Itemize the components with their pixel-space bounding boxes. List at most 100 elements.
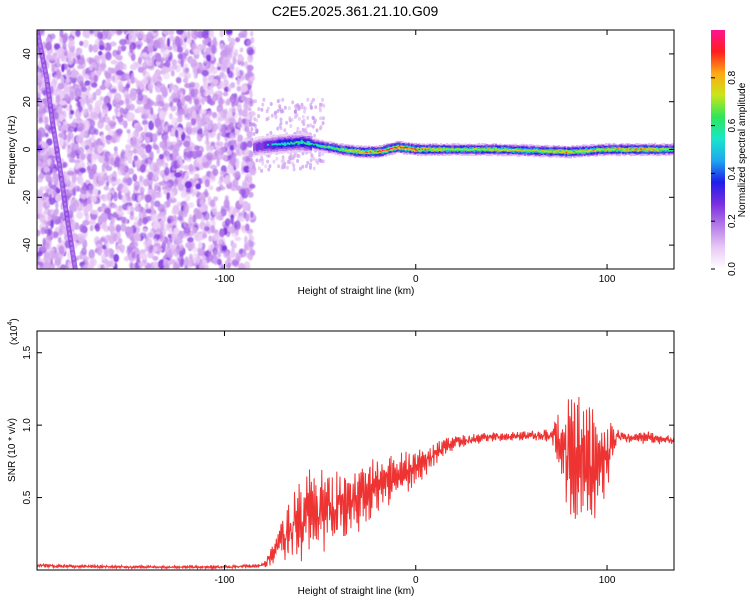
noise-blob <box>37 159 42 167</box>
sparse-blob <box>314 105 318 110</box>
noise-blob <box>240 61 245 67</box>
tonal-cell <box>340 148 343 151</box>
tonal-cell <box>415 149 418 151</box>
tonal-cell <box>565 151 568 153</box>
tonal-cell <box>663 148 666 151</box>
tonal-cell <box>634 149 637 151</box>
noise-blob <box>129 44 134 54</box>
noise-blob <box>212 220 216 226</box>
noise-blob <box>58 132 65 139</box>
noise-blob <box>129 63 137 71</box>
noise-blob <box>122 63 127 71</box>
noise-blob <box>236 78 241 86</box>
tonal-cell <box>378 150 381 153</box>
noise-blob <box>144 238 153 248</box>
tonal-cell <box>305 142 308 145</box>
noise-blob <box>103 173 108 182</box>
noise-blob <box>204 91 208 97</box>
noise-blob <box>125 144 132 151</box>
noise-blob <box>101 244 107 250</box>
tonal-cell <box>453 149 456 151</box>
noise-blob <box>152 255 159 261</box>
noise-blob <box>182 31 186 37</box>
noise-blob <box>142 119 148 126</box>
noise-blob <box>139 186 145 196</box>
tonal-cell <box>462 148 465 150</box>
sparse-blob <box>281 155 285 160</box>
noise-blob <box>179 244 184 251</box>
noise-blob <box>208 251 212 258</box>
tonal-cell <box>629 148 632 150</box>
noise-blob <box>204 179 210 188</box>
noise-blob <box>127 156 133 164</box>
noise-blob <box>89 225 94 232</box>
noise-blob <box>174 35 181 46</box>
noise-blob <box>97 180 104 186</box>
colorbar-tick-label: 0.4 <box>727 166 738 180</box>
noise-blob <box>133 155 139 161</box>
tonal-cell <box>458 148 461 150</box>
tonal-cell <box>631 149 634 151</box>
tonal-cell <box>583 149 586 152</box>
noise-blob <box>227 84 232 93</box>
noise-blob <box>171 59 178 66</box>
noise-blob <box>131 237 135 248</box>
sparse-blob <box>255 158 259 163</box>
noise-blob <box>195 183 201 190</box>
noise-blob <box>67 134 71 143</box>
sparse-blob <box>318 153 321 158</box>
tonal-cell <box>398 146 401 149</box>
tonal-cell <box>530 150 533 152</box>
noise-blob <box>78 132 86 139</box>
tonal-cell <box>398 146 401 148</box>
noise-blob <box>199 199 205 206</box>
tonal-cell <box>381 149 384 151</box>
tonal-cell <box>476 149 479 151</box>
noise-blob <box>166 241 170 248</box>
sparse-blob <box>309 123 313 128</box>
tonal-cell <box>473 148 476 150</box>
noise-blob <box>199 261 204 269</box>
tonal-cell <box>289 141 293 144</box>
noise-blob <box>232 172 239 178</box>
tonal-cell <box>363 151 366 153</box>
noise-blob <box>121 194 129 204</box>
noise-blob <box>217 235 224 245</box>
noise-blob <box>246 140 253 148</box>
noise-blob <box>210 141 216 147</box>
noise-blob <box>97 61 101 68</box>
tonal-cell <box>504 148 507 150</box>
noise-blob <box>51 63 55 74</box>
tonal-cell <box>276 143 279 146</box>
noise-blob <box>191 191 196 197</box>
noise-blob <box>124 178 132 184</box>
sparse-blob <box>297 104 301 109</box>
tonal-cell <box>302 141 305 144</box>
noise-blob <box>79 80 84 86</box>
tonal-cell <box>560 149 563 153</box>
tonal-layer <box>266 141 674 154</box>
tonal-cell <box>254 142 257 150</box>
tonal-cell <box>606 148 609 150</box>
tonal-cell <box>349 149 352 152</box>
noise-blob <box>164 263 170 269</box>
tonal-cell <box>651 148 654 150</box>
noise-blob <box>203 211 210 221</box>
tonal-cell <box>648 147 651 151</box>
noise-blob <box>89 30 94 35</box>
noise-blob <box>88 66 92 71</box>
noise-blob <box>37 251 43 257</box>
tonal-cell <box>266 143 270 146</box>
noise-blob <box>38 173 44 180</box>
y-tick-label: 20 <box>22 96 33 108</box>
noise-blob <box>163 188 168 195</box>
tonal-cell <box>632 148 635 152</box>
sparse-blob <box>269 130 273 135</box>
noise-blob <box>45 41 52 51</box>
noise-blob <box>79 167 87 174</box>
noise-blob <box>171 64 178 70</box>
noise-blob <box>246 46 254 56</box>
noise-blob <box>104 71 112 79</box>
sparse-blob <box>306 160 310 165</box>
snr-y-multiplier-exponent: 4 <box>7 322 14 326</box>
